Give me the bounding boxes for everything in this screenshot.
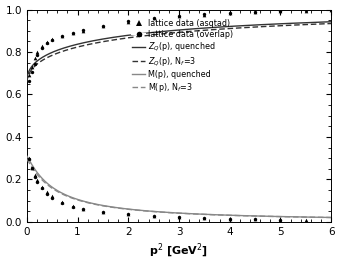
Point (39, 185, 45, 189)
Point (29, 166, 35, 171)
Point (70, 205, 75, 209)
Point (176, 14, 182, 18)
Point (27, 156, 32, 160)
Point (252, 10, 258, 14)
Point (151, 16, 156, 20)
Point (278, 9, 283, 13)
Point (45, 192, 50, 196)
Point (202, 216, 207, 220)
Point (34, 50, 40, 54)
Point (32, 56, 37, 61)
Point (34, 53, 40, 57)
Point (151, 214, 156, 218)
Point (303, 218, 308, 222)
Point (278, 217, 283, 222)
Point (27, 78, 32, 83)
Point (39, 46, 45, 50)
Point (32, 173, 37, 177)
Point (252, 10, 258, 14)
Point (303, 9, 308, 13)
Point (32, 61, 37, 66)
Point (227, 217, 233, 221)
Point (125, 20, 131, 24)
Point (252, 217, 258, 221)
Point (45, 41, 50, 45)
Point (70, 31, 75, 35)
Point (328, 8, 334, 12)
Point (278, 9, 283, 13)
Point (125, 212, 131, 216)
Point (151, 16, 156, 20)
Point (227, 11, 233, 15)
Point (32, 175, 37, 179)
Point (39, 44, 45, 48)
Legend: lattice data (asqtad), lattice data (overlap), $Z_Q$(p), quenched, $Z_Q$(p), N$_: lattice data (asqtad), lattice data (ove… (131, 18, 234, 95)
Point (50, 38, 55, 42)
Point (100, 210, 106, 214)
Point (70, 204, 75, 208)
Point (60, 201, 65, 205)
Point (29, 70, 35, 74)
Point (60, 34, 65, 38)
Point (227, 11, 233, 15)
Point (151, 214, 156, 218)
Point (176, 14, 182, 18)
Point (34, 180, 40, 184)
Point (50, 196, 55, 200)
Point (252, 217, 258, 221)
X-axis label: p$^2$ [GeV$^2$]: p$^2$ [GeV$^2$] (150, 242, 208, 260)
Point (80, 206, 85, 211)
Point (202, 12, 207, 16)
Point (176, 215, 182, 219)
Point (303, 8, 308, 13)
Point (39, 186, 45, 190)
Point (100, 24, 106, 28)
Point (202, 216, 207, 220)
Point (227, 217, 233, 221)
Point (80, 28, 85, 32)
Point (34, 178, 40, 183)
Point (27, 73, 32, 77)
Point (100, 24, 106, 28)
Point (100, 210, 106, 214)
Point (70, 31, 75, 35)
Point (328, 8, 334, 12)
Point (125, 19, 131, 24)
Point (45, 40, 50, 45)
Point (278, 218, 283, 222)
Point (80, 207, 85, 211)
Point (60, 34, 65, 39)
Point (27, 157, 32, 161)
Point (29, 166, 35, 170)
Point (60, 200, 65, 204)
Point (45, 190, 50, 194)
Point (29, 65, 35, 69)
Point (202, 13, 207, 17)
Point (50, 194, 55, 198)
Point (80, 29, 85, 33)
Point (176, 215, 182, 219)
Point (125, 212, 131, 216)
Point (50, 37, 55, 41)
